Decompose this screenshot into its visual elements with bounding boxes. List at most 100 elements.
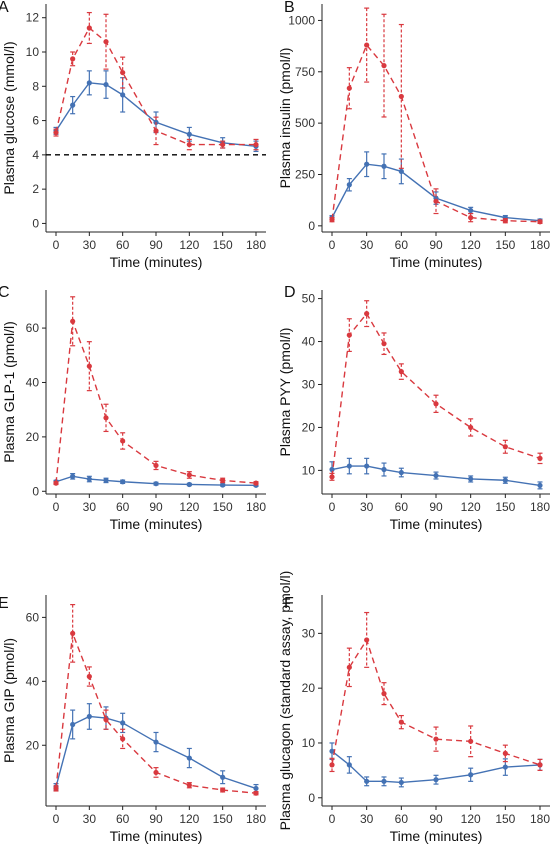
panel-c-series-dashed-error-bar	[153, 460, 159, 471]
panel-e-series-dashed-error-bar	[86, 666, 92, 687]
panel-d-x-tick-label: 0	[329, 500, 336, 514]
panel-a-y-tick-label: 6	[32, 114, 39, 128]
panel-b-series-dashed	[329, 7, 543, 225]
panel-b-x-tick-label: 90	[429, 238, 443, 252]
panel-d-x-tick-label: 120	[461, 500, 481, 514]
panel-c: C 0 30 60 90 120 150 180 0 20 40 60 Time (minutes) Pl…	[0, 284, 266, 532]
panel-e-series-dashed-error-bar	[153, 767, 159, 778]
panel-c-series-dashed-error-bar	[70, 296, 76, 347]
panel-c-x-tick-label: 150	[213, 500, 233, 514]
panel-d-series-dashed-point	[537, 455, 543, 461]
panel-b-x-tick-label: 60	[395, 238, 409, 252]
panel-d-series-solid-point	[398, 469, 404, 476]
panel-e-series-dashed-point	[53, 785, 59, 792]
panel-a: A 0 30 60 90 120 150 180 0 2 4 6 8 10 12 Time (minutes)…	[0, 0, 266, 270]
panel-c-series-solid-point	[86, 476, 92, 482]
panel-e-series-dashed-point	[120, 736, 126, 742]
panel-f-series-solid-point	[468, 772, 474, 778]
panel-d-series-dashed-point	[502, 444, 508, 450]
panel-e-series-solid-point	[70, 721, 76, 728]
panel-d-x-tick-label: 180	[530, 500, 550, 514]
panel-a-letter: A	[0, 0, 9, 16]
panel-a-x-tick-label: 120	[179, 238, 199, 252]
panel-d-y-tick-label: 10	[302, 463, 316, 477]
panel-d-series-solid-point	[346, 463, 352, 469]
panel-b-series-solid-point	[346, 182, 352, 188]
panel-f-series-dashed-error-bar	[502, 744, 508, 763]
panel-e-x-tick-label: 0	[53, 812, 60, 826]
panel-a-y-tick-label: 8	[32, 79, 39, 93]
panel-f-x-tick-label: 150	[495, 812, 515, 826]
panel-b-x-tick-label: 0	[329, 238, 336, 252]
panel-b-x-tick-label: 180	[530, 238, 550, 252]
panel-b-series-dashed-point	[346, 85, 352, 91]
panel-e-series-dashed-point	[86, 673, 92, 680]
panel-b-series-solid-point	[468, 207, 474, 214]
panel-c-series-dashed-error-bar	[86, 341, 92, 392]
panel-e-series-dashed-point	[153, 769, 159, 776]
panel-c-x-tick-label: 90	[149, 500, 163, 514]
panel-c-x-tick-label: 180	[246, 500, 266, 514]
panel-e-series-dashed-point	[70, 630, 76, 636]
panel-f-y-tick-label: 0	[308, 791, 315, 805]
panel-b-y-tick-label: 750	[295, 65, 315, 79]
panel-c-x-tick-label: 60	[116, 500, 130, 514]
panel-d-series-solid-point	[364, 463, 370, 469]
panel-a-x-tick-label: 150	[213, 238, 233, 252]
panel-d-y-tick-label: 30	[302, 377, 316, 391]
panel-f-series-dashed-error-bar	[346, 647, 352, 688]
panel-e-series-solid-point	[120, 720, 126, 726]
panel-e-series-solid-point	[253, 785, 259, 792]
panel-f-series-solid-point	[381, 778, 387, 784]
panel-e-series-dashed-point	[253, 790, 259, 796]
panel-e-series-solid-point	[186, 755, 192, 761]
panel-d-letter: D	[284, 284, 296, 301]
panel-b: B 0 30 60 90 120 150 180 0 250 500 750 1000 Time (min…	[277, 0, 550, 270]
panel-a-series-dashed-line	[55, 26, 256, 146]
panel-f-series-dashed-point	[346, 664, 352, 670]
panel-b-series-solid-point	[364, 161, 370, 167]
panel-c-series-dashed-point	[253, 480, 259, 486]
panel-c-y-tick-label: 40	[26, 375, 40, 389]
panel-a-series-dashed-point	[70, 56, 76, 62]
panel-a-y-tick-label: 4	[32, 148, 39, 162]
panel-e-series-dashed-error-bar	[70, 603, 76, 663]
panel-e-series-dashed-point	[103, 717, 109, 723]
panel-d-series-solid-point	[433, 472, 439, 479]
panel-f-series-solid-point	[364, 778, 370, 784]
panel-d-y-tick-label: 40	[302, 335, 316, 349]
panel-a-y-tick-label: 10	[26, 45, 40, 59]
panel-a-series-solid-point	[103, 81, 109, 88]
panel-b-y-tick-label: 500	[295, 116, 315, 130]
panel-e-y-tick-label: 20	[26, 738, 40, 752]
panel-c-series-solid-point	[103, 477, 109, 483]
panel-c-x-tick-label: 120	[179, 500, 199, 514]
panel-b-series-solid	[329, 151, 543, 224]
panel-d-series-dashed-point	[329, 474, 335, 480]
panel-e-series-dashed-error-bar	[120, 728, 126, 750]
panel-a-series-dashed-point	[153, 128, 159, 134]
panel-e-y-axis-label: Plasma GIP (pmol/l)	[1, 638, 17, 763]
panel-f-series-solid-point	[329, 748, 335, 754]
panel-f-x-tick-label: 180	[530, 812, 550, 826]
panel-b-series-dashed-point	[381, 63, 387, 69]
panel-b-y-axis-label: Plasma insulin (pmol/l)	[277, 48, 293, 189]
panel-f-series-dashed-point	[398, 719, 404, 725]
panel-c-series-dashed-point	[86, 363, 92, 369]
panel-d-series-dashed-line	[331, 312, 541, 477]
panel-e-series-dashed-error-bar	[103, 709, 109, 730]
panel-c-series-dashed-point	[186, 472, 192, 478]
panel-e-x-tick-label: 30	[83, 812, 97, 826]
panel-e-x-axis-label: Time (minutes)	[110, 828, 203, 844]
panel-f: F 0 30 60 90 120 150 180 0 10 20 30 Time (minutes) Pl…	[277, 571, 550, 844]
panel-f-x-tick-label: 60	[395, 812, 409, 826]
panel-f-series-solid-point	[433, 777, 439, 783]
panel-e-x-tick-label: 90	[149, 812, 163, 826]
panel-c-y-tick-label: 20	[26, 430, 40, 444]
panel-d-series-dashed-point	[381, 341, 387, 347]
panel-f-series-dashed	[329, 611, 543, 773]
panel-e-x-tick-label: 60	[116, 812, 130, 826]
panel-f-x-tick-label: 90	[429, 812, 443, 826]
panel-d-x-tick-label: 90	[429, 500, 443, 514]
panel-b-series-dashed-error-bar	[468, 212, 474, 223]
